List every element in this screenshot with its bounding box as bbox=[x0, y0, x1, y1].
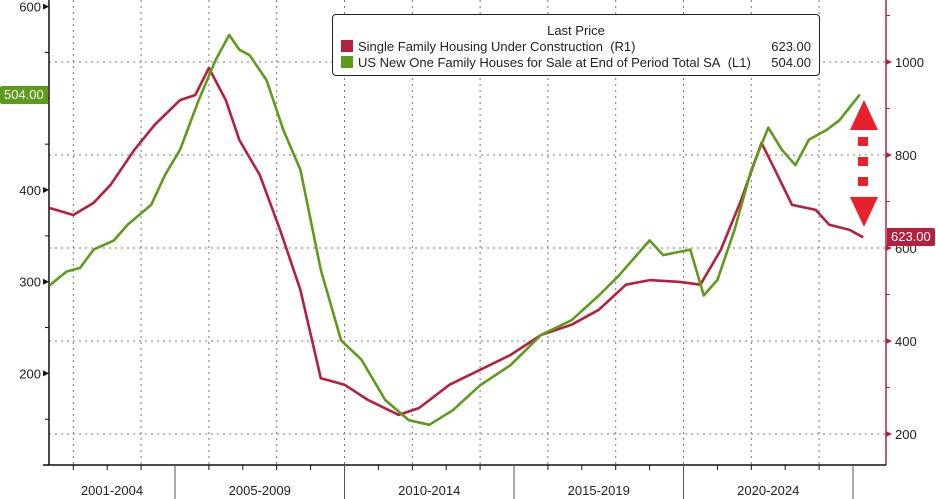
legend: Last Price Single Family Housing Under C… bbox=[332, 14, 820, 76]
legend-swatch-red bbox=[341, 40, 353, 52]
legend-entry-construction: Single Family Housing Under Construction… bbox=[333, 38, 819, 54]
up-down-arrow-annotation bbox=[850, 100, 878, 227]
legend-last: 504.00 bbox=[771, 54, 811, 70]
arrow-dash bbox=[858, 157, 868, 166]
right-major-tick bbox=[886, 431, 892, 437]
right-major-tick bbox=[886, 152, 892, 158]
legend-name: Single Family Housing Under Construction bbox=[358, 38, 603, 54]
legend-title: Last Price bbox=[547, 23, 605, 38]
last-value-badge-left: 504.00 bbox=[0, 86, 48, 104]
last-value-badge-right: 623.00 bbox=[887, 228, 935, 246]
left-tick-label: 600 bbox=[19, 0, 41, 15]
x-category-label: 2005-2009 bbox=[229, 483, 291, 498]
left-tick-label: 400 bbox=[19, 183, 41, 198]
series-line-homes-for-sale bbox=[48, 33, 861, 427]
x-category-label: 2001-2004 bbox=[81, 483, 143, 498]
arrow-down-icon bbox=[850, 197, 878, 227]
right-tick-label: 400 bbox=[895, 334, 917, 349]
series-lines bbox=[48, 33, 864, 427]
legend-name: US New One Family Houses for Sale at End… bbox=[358, 54, 721, 70]
left-major-tick bbox=[43, 187, 49, 193]
right-tick-label: 200 bbox=[895, 427, 917, 442]
arrow-dash bbox=[858, 177, 868, 186]
right-tick-label: 1000 bbox=[895, 55, 924, 70]
arrow-up-icon bbox=[850, 100, 878, 130]
x-category-label: 2020-2024 bbox=[737, 483, 799, 498]
x-category-label: 2015-2019 bbox=[568, 483, 630, 498]
legend-last: 623.00 bbox=[771, 38, 811, 54]
left-major-tick bbox=[43, 278, 49, 285]
left-major-tick bbox=[43, 3, 49, 10]
legend-swatch-green bbox=[341, 56, 353, 68]
legend-axis: (L1) bbox=[727, 54, 751, 70]
arrow-dash bbox=[858, 137, 868, 146]
left-tick-label: 300 bbox=[19, 275, 41, 290]
right-tick-label: 800 bbox=[895, 148, 917, 163]
legend-entry-for-sale: US New One Family Houses for Sale at End… bbox=[333, 54, 819, 70]
series-line-under-construction bbox=[49, 66, 864, 417]
right-major-tick bbox=[886, 245, 892, 251]
left-tick-label: 200 bbox=[19, 366, 41, 381]
right-major-tick bbox=[886, 59, 892, 65]
left-major-tick bbox=[43, 370, 49, 377]
legend-axis: (R1) bbox=[610, 38, 636, 54]
x-category-label: 2010-2014 bbox=[398, 483, 460, 498]
right-major-tick bbox=[886, 338, 892, 344]
